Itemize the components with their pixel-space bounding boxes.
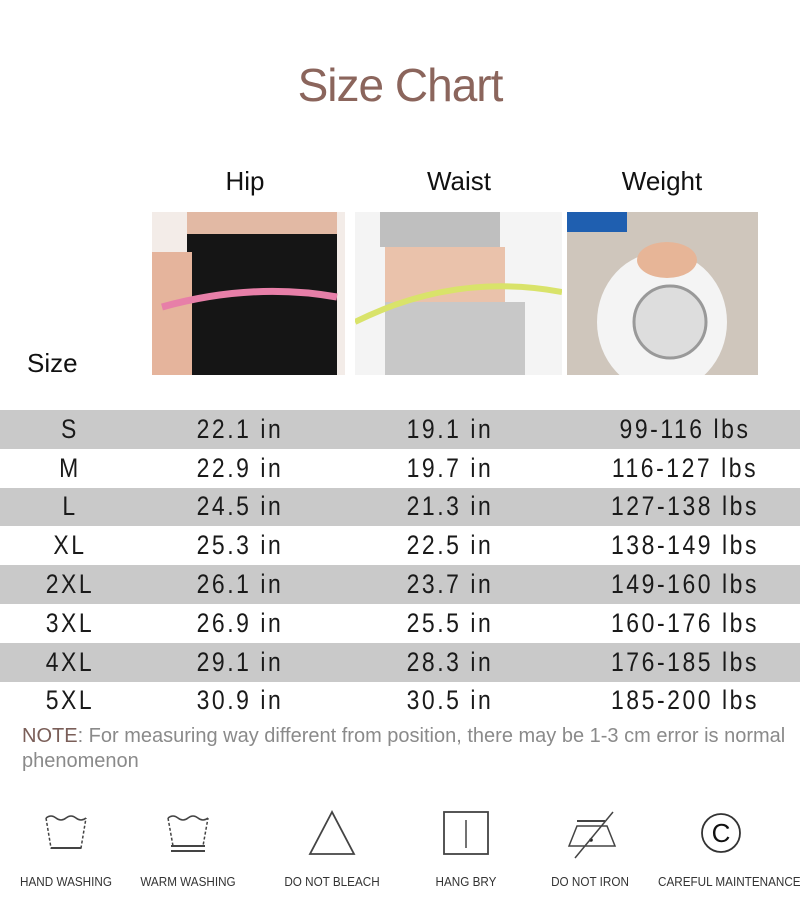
cell-waist: 22.5 in [406,530,494,561]
size-table: S 22.1 in 19.1 in 99-116 lbs M 22.9 in 19.7 in… [0,410,800,720]
cell-hip: 26.9 in [196,607,284,638]
cell-waist: 28.3 in [406,646,494,677]
care-label: DO NOT IRON [551,874,629,889]
waist-photo [355,212,562,375]
warm-wash-icon [167,815,209,852]
care-item: C CAREFUL MAINTENANCE [651,810,800,889]
care-label: WARM WASHING [140,874,236,889]
care-item: DO NOT IRON [520,810,660,889]
note-label: NOTE [22,725,78,747]
care-item: WARM WASHING [118,810,258,889]
cell-hip: 24.5 in [196,491,284,522]
cell-size: M [59,452,81,483]
care-label: DO NOT BLEACH [284,874,380,889]
note-body: : For measuring way different from posit… [22,725,786,772]
cell-size: S [61,413,79,444]
table-row: M 22.9 in 19.7 in 116-127 lbs [0,449,800,488]
hip-photo [152,212,345,375]
cell-waist: 25.5 in [406,607,494,638]
hang-dry-icon [443,811,489,855]
column-header-hip: Hip [225,166,265,196]
care-item: DO NOT BLEACH [262,810,402,889]
cell-weight: 127-138 lbs [610,491,759,522]
column-header-waist: Waist [426,166,492,196]
table-row: 3XL 26.9 in 25.5 in 160-176 lbs [0,604,800,643]
cell-hip: 22.9 in [196,452,284,483]
cell-weight: 149-160 lbs [610,569,759,600]
cell-weight: 99-116 lbs [619,413,751,444]
table-row: 2XL 26.1 in 23.7 in 149-160 lbs [0,565,800,604]
care-item: HAND WASHING [0,810,136,889]
cell-weight: 185-200 lbs [610,685,759,716]
cell-weight: 116-127 lbs [611,452,759,483]
do-not-iron-icon [567,811,617,859]
care-label: HANG BRY [435,874,497,889]
care-label: CAREFUL MAINTENANCE [658,874,800,889]
cell-hip: 22.1 in [196,413,284,444]
column-header-size: Size [27,348,78,378]
cell-size: XL [53,530,87,561]
care-label: HAND WASHING [20,874,112,889]
cell-weight: 138-149 lbs [610,530,759,561]
cell-hip: 25.3 in [196,530,284,561]
cell-waist: 21.3 in [406,491,494,522]
table-row: 5XL 30.9 in 30.5 in 185-200 lbs [0,682,800,721]
cell-waist: 19.1 in [406,413,494,444]
svg-text:C: C [712,818,731,848]
cell-size: 4XL [45,646,95,677]
cell-size: L [62,491,78,522]
cell-size: 5XL [45,685,95,716]
cell-waist: 23.7 in [406,569,494,600]
do-not-bleach-icon [308,810,356,855]
cell-hip: 30.9 in [196,685,284,716]
cell-size: 3XL [45,607,95,638]
cell-waist: 19.7 in [406,452,494,483]
table-row: S 22.1 in 19.1 in 99-116 lbs [0,410,800,449]
cell-size: 2XL [45,569,95,600]
cell-waist: 30.5 in [406,685,494,716]
care-item: HANG BRY [396,810,536,889]
cell-weight: 176-185 lbs [610,646,759,677]
table-row: 4XL 29.1 in 28.3 in 176-185 lbs [0,642,800,682]
note-text: NOTE: For measuring way different from p… [22,724,792,774]
table-row: L 24.5 in 21.3 in 127-138 lbs [0,487,800,527]
cell-weight: 160-176 lbs [610,607,759,638]
weight-photo [567,212,758,375]
hand-wash-icon [45,815,87,849]
table-row: XL 25.3 in 22.5 in 138-149 lbs [0,526,800,565]
page-title: Size Chart [297,59,504,111]
cell-hip: 26.1 in [196,569,284,600]
cell-hip: 29.1 in [196,646,284,677]
column-header-weight: Weight [621,166,703,196]
careful-maintenance-icon: C [701,813,741,853]
